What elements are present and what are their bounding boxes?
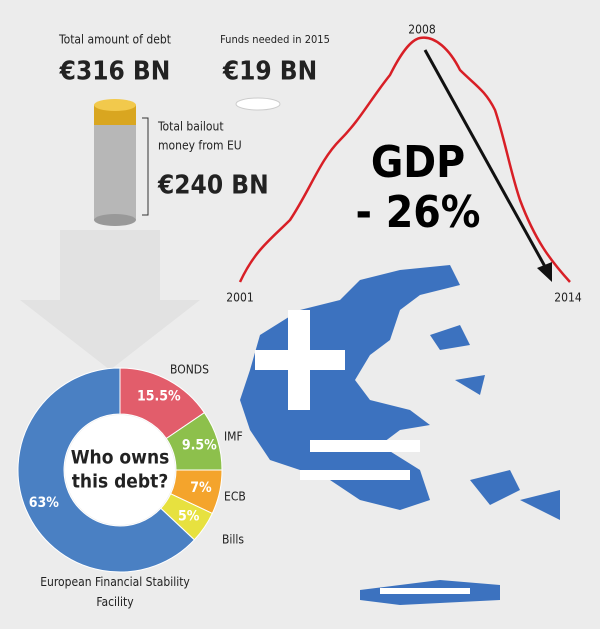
value-label: 15.5% bbox=[137, 389, 181, 405]
category-label: BONDS bbox=[170, 363, 209, 377]
gdp-arrow bbox=[423, 49, 550, 273]
category-label: ECB bbox=[224, 490, 246, 504]
year-label: 2001 bbox=[226, 291, 253, 305]
gdp-title: GDP bbox=[371, 137, 465, 188]
stat-label: Funds needed in 2015 bbox=[220, 33, 330, 46]
bailout-label: money from EU bbox=[158, 139, 242, 153]
year-label: 2008 bbox=[408, 23, 436, 37]
donut-chart: 15.5% BONDS 9.5% IMF 7% ECB 5% Bills 63% Who owns… bbox=[17, 363, 246, 573]
bailout-label: Total bailout bbox=[157, 120, 224, 134]
legend-label: European Financial Stability Facility bbox=[40, 575, 190, 609]
value-label: 9.5% bbox=[182, 438, 217, 454]
donut-segment bbox=[17, 367, 196, 573]
greece-map bbox=[240, 265, 560, 605]
coin-stack bbox=[94, 99, 136, 226]
stat-value: €316 BN bbox=[59, 57, 171, 87]
center-label: Who owns bbox=[71, 447, 170, 469]
coin bbox=[235, 97, 281, 111]
category-label: IMF bbox=[224, 430, 243, 444]
bailout-value: €240 BN bbox=[157, 171, 269, 201]
gdp-arrow-head bbox=[537, 262, 552, 282]
value-label: 7% bbox=[190, 480, 212, 496]
gdp-change: - 26% bbox=[356, 187, 481, 238]
donut-hole bbox=[65, 415, 175, 525]
bracket bbox=[142, 117, 149, 216]
gdp-line bbox=[238, 36, 571, 283]
category-label: Bills bbox=[222, 533, 244, 547]
chevron bbox=[20, 230, 200, 370]
stat-value: €19 BN bbox=[222, 57, 317, 87]
value-label: 63% bbox=[29, 495, 60, 511]
value-label: 5% bbox=[178, 509, 200, 525]
year-label: 2014 bbox=[554, 291, 582, 305]
center-label: this debt? bbox=[72, 471, 168, 493]
stat-label: Total amount of debt bbox=[58, 33, 171, 47]
